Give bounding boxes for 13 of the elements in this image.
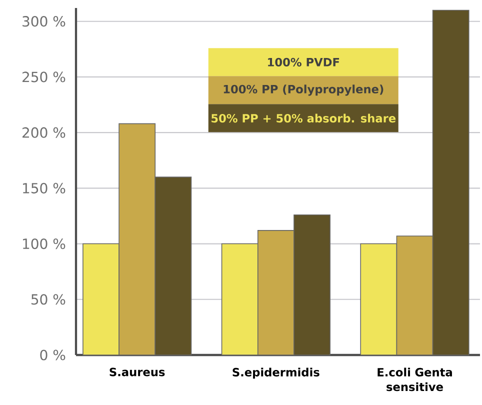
y-tick-label: 200 % (22, 127, 66, 138)
x-tick-label: E.coli Genta sensitive (378, 368, 452, 392)
x-tick-label: S.epidermidis (232, 368, 320, 379)
text: 100% PVDF (268, 58, 340, 66)
y-tick-label: 250 % (22, 72, 66, 82)
text: 50% PP + 50% absorb. share (212, 114, 396, 123)
y-tick-label: 100 % (23, 238, 66, 250)
y-tick-label: 150 % (23, 182, 66, 194)
y-tick-label: 50 % (31, 294, 66, 305)
y-tick-label: 300 % (22, 16, 66, 27)
y-tick-label: 0 % (40, 350, 66, 360)
x-tick-label: S.aureus (110, 368, 165, 376)
text: 100% PP (Polypropylene) (224, 84, 384, 96)
